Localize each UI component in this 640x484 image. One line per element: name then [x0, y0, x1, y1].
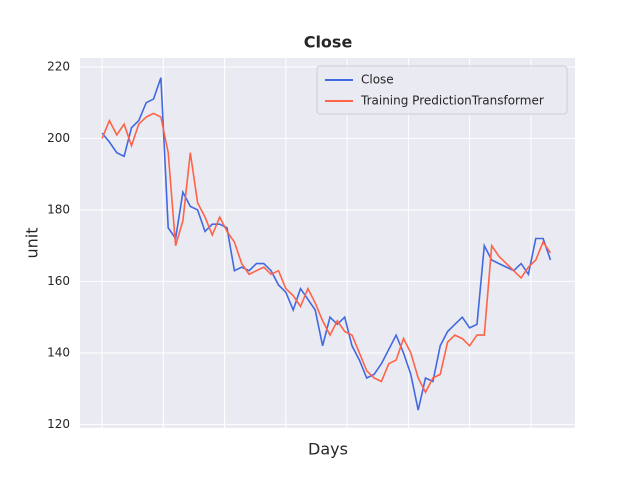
y-tick-label: 220 — [47, 59, 70, 73]
y-tick-label: 160 — [47, 274, 70, 288]
y-tick-label: 180 — [47, 202, 70, 216]
data-line — [101, 77, 552, 411]
x-axis-label: Days — [308, 440, 348, 459]
legend-label: Close — [361, 73, 394, 87]
y-axis-label: unit — [23, 228, 42, 259]
legend-label: Training PredictionTransformer — [360, 94, 544, 108]
y-tick-label: 140 — [47, 345, 70, 359]
y-tick-label: 120 — [47, 417, 70, 431]
legend-box — [316, 65, 568, 115]
data-line — [101, 112, 552, 395]
y-tick-label: 200 — [47, 131, 70, 145]
chart-title: Close — [304, 33, 353, 52]
